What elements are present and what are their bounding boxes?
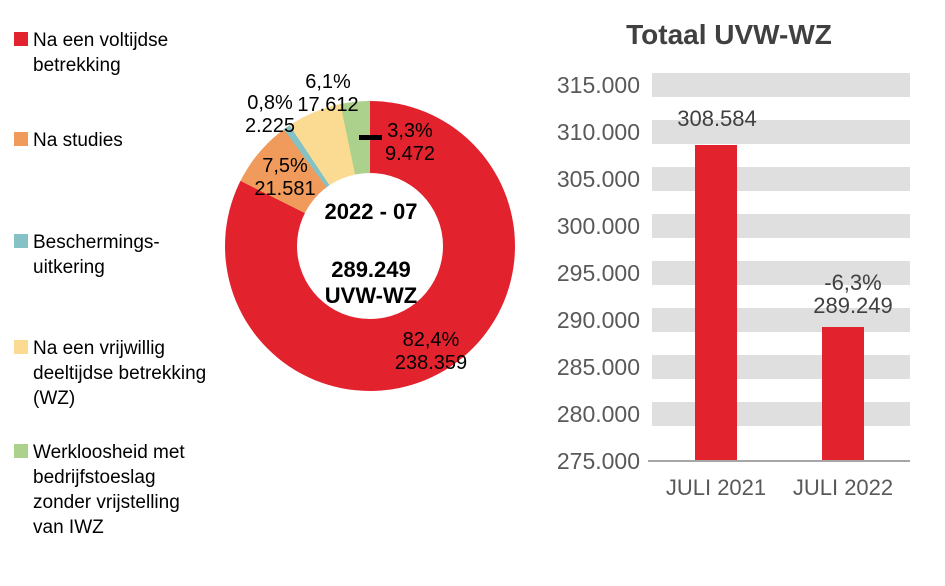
gridline-band xyxy=(652,214,910,238)
bar-value-label: 308.584 xyxy=(677,106,757,131)
legend-swatch-icon xyxy=(14,132,28,146)
y-axis-tick-label: 290.000 xyxy=(556,307,640,333)
green-slice-leader-line xyxy=(359,135,382,140)
legend-item: Na een vrijwillig deeltijdse betrekking … xyxy=(14,336,206,411)
gridline-band xyxy=(652,120,910,144)
pie-slice-label: 0,8% 2.225 xyxy=(244,92,296,137)
x-axis-line xyxy=(648,460,910,462)
legend-swatch-icon xyxy=(14,234,28,248)
x-axis-label: JULI 2021 xyxy=(665,475,767,500)
y-axis-tick-label: 315.000 xyxy=(556,72,640,98)
legend-label: Beschermings- uitkering xyxy=(33,232,160,278)
y-axis-tick-label: 310.000 xyxy=(556,119,640,145)
donut-center-total: 289.249 UVW-WZ xyxy=(324,257,418,308)
y-axis-tick-label: 285.000 xyxy=(556,354,640,380)
bar-chart-title: Totaal UVW-WZ xyxy=(626,19,832,50)
gridline-band xyxy=(652,167,910,191)
donut-center-period: 2022 - 07 xyxy=(324,199,418,224)
pie-slice-label: 3,3% 9.472 xyxy=(384,120,436,165)
donut-hole xyxy=(297,173,443,319)
legend-label: Werkloosheid met bedrijfstoeslag zonder … xyxy=(33,442,185,538)
bar-value-label: -6,3% 289.249 xyxy=(813,270,893,318)
legend-swatch-icon xyxy=(14,32,28,46)
gridline-band xyxy=(652,73,910,97)
pie-slice-label: 6,1% 17.612 xyxy=(297,71,359,116)
gridline-band xyxy=(652,402,910,426)
legend-item: Werkloosheid met bedrijfstoeslag zonder … xyxy=(14,440,185,540)
legend-label: Na studies xyxy=(33,130,123,151)
x-axis-label: JULI 2022 xyxy=(792,475,894,500)
legend-item: Beschermings- uitkering xyxy=(14,230,160,280)
bar-juli-2022 xyxy=(822,327,864,461)
gridline-band xyxy=(652,355,910,379)
legend-swatch-icon xyxy=(14,444,28,458)
legend-swatch-icon xyxy=(14,340,28,354)
legend-label: Na een vrijwillig deeltijdse betrekking … xyxy=(33,338,207,409)
legend-item: Na studies xyxy=(14,128,123,153)
y-axis-tick-label: 305.000 xyxy=(556,166,640,192)
pie-slice-label: 7,5% 21.581 xyxy=(254,155,316,200)
legend-item: Na een voltijdse betrekking xyxy=(14,28,168,78)
y-axis-tick-label: 275.000 xyxy=(556,448,640,474)
y-axis-tick-label: 280.000 xyxy=(556,401,640,427)
y-axis-tick-label: 295.000 xyxy=(556,260,640,286)
y-axis-tick-label: 300.000 xyxy=(556,213,640,239)
legend-label: Na een voltijdse betrekking xyxy=(33,30,169,76)
bar-juli-2021 xyxy=(695,145,737,461)
pie-slice-label: 82,4% 238.359 xyxy=(394,329,468,374)
